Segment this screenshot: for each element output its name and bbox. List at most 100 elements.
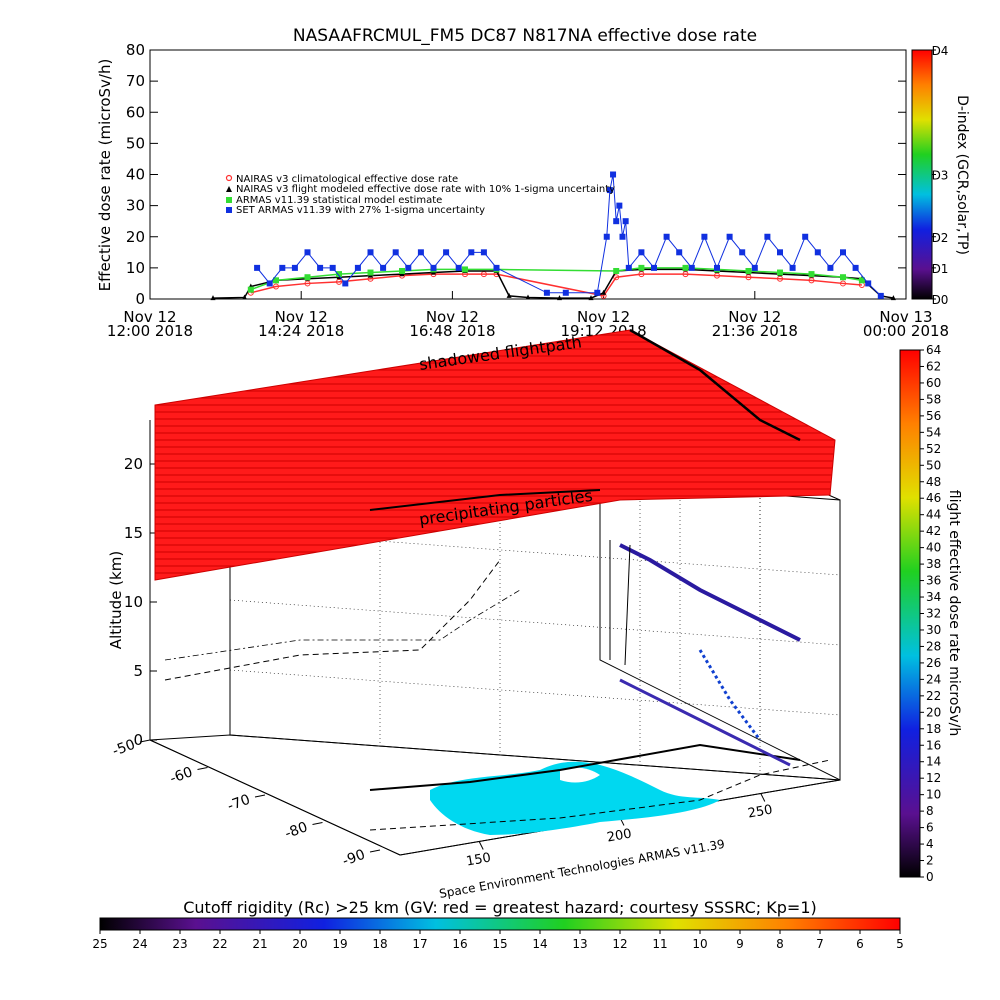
data-point: [273, 283, 279, 290]
data-point: [557, 295, 562, 301]
x-tick-label-line1: Nov 12: [728, 308, 781, 326]
data-point: [610, 171, 617, 178]
data-point: [304, 249, 311, 256]
dose-tick-label: 48: [926, 475, 941, 489]
dose-tick-label: 50: [926, 458, 941, 472]
legend-entry-set-armas: SET ARMAS v11.39 with 27% 1-sigma uncert…: [226, 205, 485, 216]
data-point: [493, 264, 500, 271]
ground-track-dots: [369, 743, 801, 791]
cutoff-colorbar-label: Cutoff rigidity (Rc) >25 km (GV: red = g…: [183, 898, 817, 917]
latitude-tick: [197, 767, 208, 770]
precipitating-particles-layer: [154, 329, 836, 581]
latitude-ticks: -50 -60 -70 -80 -90: [110, 737, 381, 870]
longitude-tick: [760, 793, 766, 802]
dose-tick-label: 0: [926, 870, 934, 884]
data-point: [714, 264, 720, 271]
y-tick-label: 0: [135, 290, 145, 308]
flight-track-lower: [369, 489, 601, 511]
flight-track: [629, 328, 801, 442]
data-point: [814, 249, 821, 256]
data-point: [638, 249, 645, 256]
cutoff-colorbar-ticks: 25 24 23 22 21 20 19 18 17 16 15 14 13 12 11 10 9 8 7 6 5: [92, 930, 904, 951]
data-point: [676, 249, 683, 256]
legend-entry-armas-statistical: ARMAS v11.39 statistical model estimate: [226, 195, 442, 206]
cutoff-tick-label: 19: [332, 937, 347, 951]
latitude-tick-label: -70: [225, 792, 252, 815]
dose-tick-label: 30: [926, 623, 941, 637]
back-wall-projection: [164, 559, 501, 681]
dose-tick-label: 18: [926, 722, 941, 736]
dose-tick-label: 12: [926, 771, 941, 785]
data-point: [462, 266, 468, 273]
data-point: [777, 249, 783, 256]
data-point: [613, 267, 620, 274]
dose-tick-label: 46: [926, 491, 941, 505]
d-index-colorbar: [911, 49, 933, 300]
data-point: [840, 274, 846, 281]
data-point: [777, 269, 783, 276]
dose-tick-label: 26: [926, 656, 941, 670]
data-point: [266, 280, 273, 287]
y-tick-label: 60: [126, 103, 145, 121]
data-point: [304, 280, 311, 287]
data-point: [606, 187, 613, 194]
data-point: [852, 264, 859, 271]
dose-tick-label: 6: [926, 821, 934, 835]
cutoff-tick-label: 5: [896, 937, 904, 951]
data-point: [789, 264, 796, 271]
data-point: [380, 264, 387, 271]
legend: NAIRAS v3 climatological effective dose …: [225, 174, 615, 216]
x-tick-label-line2: 00:00 2018: [863, 322, 949, 340]
dose-tick-label: 58: [926, 392, 941, 406]
y-tick-label: 30: [126, 197, 145, 215]
data-point: [405, 264, 412, 271]
data-point: [827, 264, 834, 271]
data-point: [562, 289, 569, 296]
data-point: [745, 267, 752, 274]
data-point: [714, 272, 720, 279]
x-tick-label-line2: 21:36 2018: [712, 322, 798, 340]
x-tick-label-line1: Nov 13: [879, 308, 932, 326]
data-point: [808, 277, 815, 284]
dose-tick-label: 38: [926, 557, 941, 571]
altitude-tick-label: 5: [133, 662, 143, 680]
data-point: [726, 233, 733, 240]
y-axis-ticks: 0 10 20 30 40 50 60 70 80: [126, 41, 906, 308]
data-point: [619, 233, 626, 240]
latitude-tick-label: -80: [283, 819, 310, 842]
d-tick-label: D2: [932, 231, 949, 245]
y-tick-label: 20: [126, 228, 145, 246]
cutoff-tick-label: 22: [212, 937, 227, 951]
altitude-tick-label: 20: [124, 455, 143, 473]
svg-text:NAIRAS v3 climatological effec: NAIRAS v3 climatological effective dose …: [236, 174, 458, 185]
d-tick-label: D3: [932, 169, 949, 183]
data-point: [329, 264, 336, 271]
dose-tick-label: 44: [926, 508, 941, 522]
data-point: [480, 249, 487, 256]
data-point: [890, 295, 896, 301]
svg-text:SET ARMAS v11.39 with 27% 1-si: SET ARMAS v11.39 with 27% 1-sigma uncert…: [236, 205, 485, 216]
latitude-tick: [312, 822, 323, 825]
dose-tick-label: 54: [926, 425, 941, 439]
data-point: [210, 295, 216, 301]
dose-tick-label: 10: [926, 788, 941, 802]
y-axis-label: Effective dose rate (microSv/h): [96, 59, 114, 292]
dose-tick-label: 8: [926, 804, 934, 818]
dose-colorbar-ticks: 0246810121416182022242628303234363840424…: [920, 343, 941, 884]
latitude-tick: [254, 794, 266, 798]
longitude-ticks: 150 200 250: [465, 793, 774, 870]
data-point: [701, 233, 708, 240]
dose-tick-label: 28: [926, 639, 941, 653]
y-tick-label: 10: [126, 259, 145, 277]
d-tick-label: D0: [932, 293, 949, 307]
data-point: [688, 264, 695, 271]
data-point: [367, 269, 374, 276]
legend-entry-nairas-climatological: NAIRAS v3 climatological effective dose …: [225, 174, 458, 185]
cutoff-tick-label: 7: [816, 937, 824, 951]
right-wall-track: [619, 543, 801, 642]
y-tick-label: 40: [126, 166, 145, 184]
data-point: [342, 280, 349, 287]
data-point: [858, 277, 865, 284]
cutoff-tick-label: 18: [372, 937, 387, 951]
